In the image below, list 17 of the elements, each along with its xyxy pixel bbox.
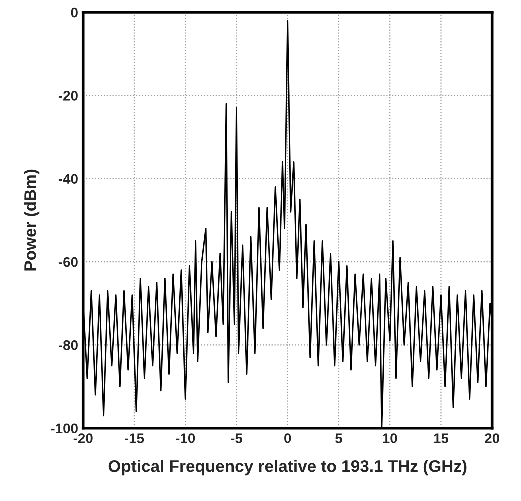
y-tick-label: -80 xyxy=(58,340,78,350)
y-tick-label: -20 xyxy=(58,91,78,101)
y-tick-label: -60 xyxy=(58,257,78,268)
x-axis-title: Optical Frequency relative to 193.1 THz (GHz) xyxy=(108,460,467,476)
y-tick-label: 0 xyxy=(71,8,78,18)
x-tick-label: 0 xyxy=(284,434,292,444)
y-tick-label: -40 xyxy=(58,174,78,184)
y-tick-label: -100 xyxy=(51,424,78,434)
x-tick-label: 20 xyxy=(485,434,500,444)
x-tick-label: -10 xyxy=(176,434,196,444)
y-axis-title: Power (dBm) xyxy=(24,170,40,271)
x-tick-label: 5 xyxy=(336,434,342,444)
x-tick-label: -15 xyxy=(124,434,144,444)
x-tick-label: -5 xyxy=(231,434,243,444)
x-tick-label: -20 xyxy=(74,434,93,444)
x-tick-label: 15 xyxy=(434,434,449,444)
x-tick-label: 10 xyxy=(383,434,398,444)
